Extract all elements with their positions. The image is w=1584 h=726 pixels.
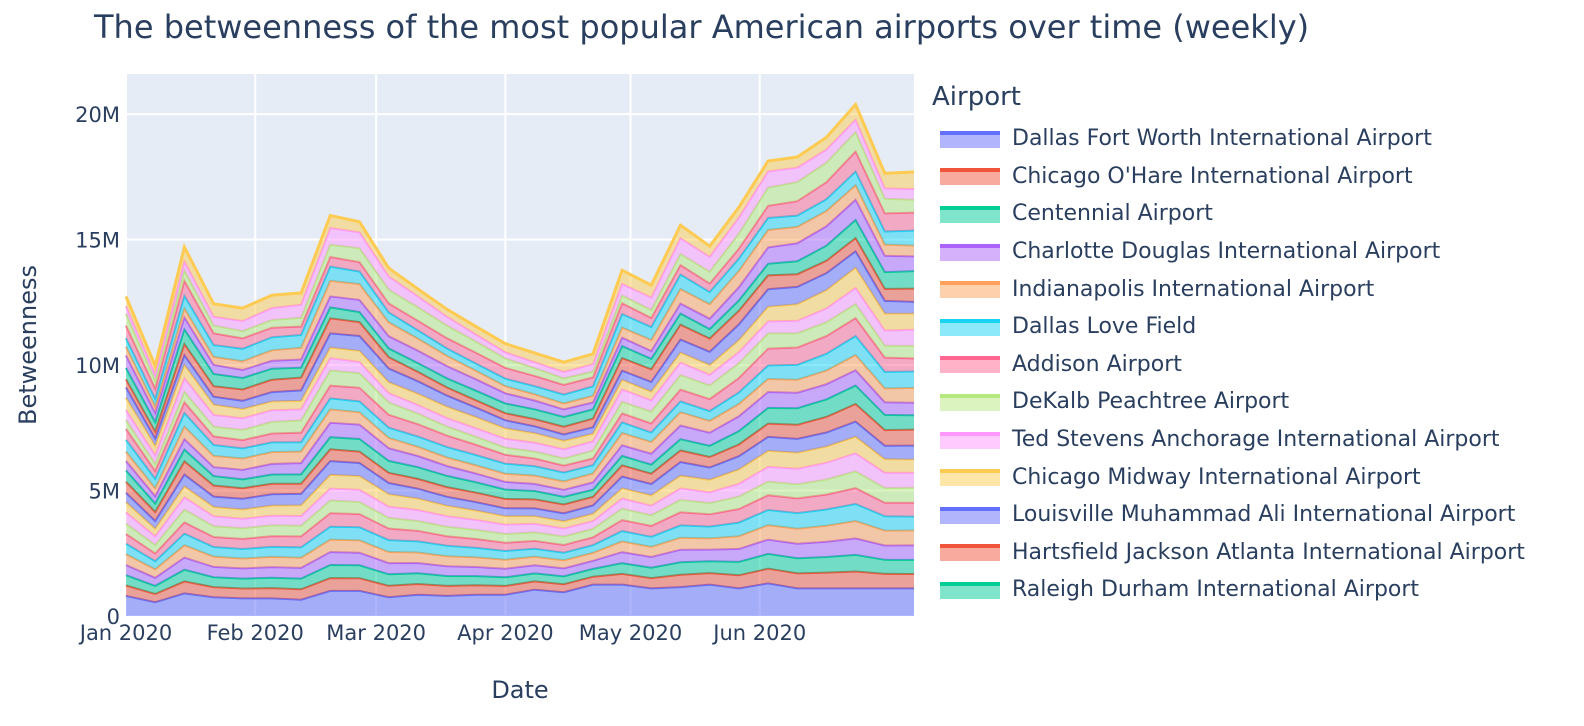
area-band-17 (126, 304, 914, 471)
legend-label: Raleigh Durham International Airport (1012, 577, 1420, 603)
y-axis-label: Betweenness (14, 265, 42, 425)
area-band-2 (126, 553, 914, 594)
x-axis-ticks: Jan 2020 Feb 2020 Mar 2020 Apr 2020 May 2020… (78, 621, 806, 645)
legend-label: Indianapolis International Airport (1012, 276, 1375, 302)
area-band-4 (126, 521, 914, 578)
legend-swatch (940, 393, 1000, 411)
area-band-23 (126, 199, 914, 423)
legend: Airport Dallas Fort Worth International … (932, 82, 1525, 609)
legend-swatch (940, 318, 1000, 336)
legend-swatch (940, 355, 1000, 374)
legend-item[interactable]: Hartsfield Jackson Atlanta International… (932, 534, 1525, 572)
area-band-26 (126, 151, 914, 399)
area-band-25 (126, 171, 914, 407)
area-band-16 (126, 318, 914, 479)
area-band-20 (126, 251, 914, 446)
legend-item[interactable]: Raleigh Durham International Airport (932, 571, 1525, 609)
y-tick-label: 5M (89, 480, 120, 504)
legend-swatch (940, 280, 1000, 299)
area-band-5 (126, 504, 914, 570)
legend-swatch (940, 431, 1000, 449)
area-band-22 (126, 220, 914, 432)
area-band-0 (126, 583, 914, 616)
legend-label: Louisville Muhammad Ali International Ai… (1012, 502, 1516, 528)
legend-label: Addison Airport (1012, 351, 1182, 377)
legend-swatch (940, 506, 1000, 524)
legend-label: Chicago Midway International Airport (1012, 464, 1421, 490)
legend-label: Chicago O'Hare International Airport (1012, 163, 1413, 189)
area-band-14 (126, 355, 914, 497)
area-band-21 (126, 238, 914, 439)
x-tick-label: Apr 2020 (457, 621, 553, 645)
chart-title: The betweenness of the most popular Amer… (94, 8, 1310, 46)
area-band-13 (126, 370, 914, 504)
legend-label: Dallas Love Field (1012, 314, 1197, 340)
legend-label: Dallas Fort Worth International Airport (1012, 126, 1432, 152)
legend-item[interactable]: Centennial Airport (932, 195, 1525, 233)
legend-swatch (940, 468, 1000, 487)
area-band-19 (126, 267, 914, 456)
legend-label: DeKalb Peachtree Airport (1012, 389, 1290, 415)
legend-swatch (940, 543, 1000, 562)
area-band-28 (126, 119, 914, 381)
y-tick-label: 20M (75, 103, 120, 127)
x-tick-label: May 2020 (579, 621, 683, 645)
legend-items: Dallas Fort Worth International Airport C… (932, 120, 1525, 609)
legend-label: Charlotte Douglas International Airport (1012, 239, 1441, 265)
legend-swatch (940, 243, 1000, 261)
area-band-15 (126, 336, 914, 489)
legend-item[interactable]: Charlotte Douglas International Airport (932, 233, 1525, 271)
area-band-18 (126, 287, 914, 465)
area-band-12 (126, 385, 914, 512)
legend-item[interactable]: Dallas Fort Worth International Airport (932, 120, 1525, 158)
legend-item[interactable]: Louisville Muhammad Ali International Ai… (932, 496, 1525, 534)
area-band-7 (126, 471, 914, 554)
legend-swatch (940, 581, 1000, 599)
area-band-29 (126, 104, 914, 375)
legend-item[interactable]: Chicago O'Hare International Airport (932, 158, 1525, 196)
area-line-29 (124, 101, 915, 371)
area-band-27 (126, 132, 914, 389)
legend-label: Ted Stevens Anchorage International Airp… (1012, 427, 1500, 453)
legend-title: Airport (932, 82, 1021, 112)
legend-item[interactable]: DeKalb Peachtree Airport (932, 383, 1525, 421)
legend-item[interactable]: Chicago Midway International Airport (932, 458, 1525, 496)
x-tick-label: Mar 2020 (326, 621, 426, 645)
y-tick-label: 10M (75, 354, 120, 378)
stacked-areas (124, 101, 915, 616)
legend-item[interactable]: Addison Airport (932, 346, 1525, 384)
legend-item[interactable]: Dallas Love Field (932, 308, 1525, 346)
legend-item[interactable]: Indianapolis International Airport (932, 270, 1525, 308)
x-tick-label: Jun 2020 (711, 621, 806, 645)
area-band-1 (126, 568, 914, 603)
legend-swatch (940, 130, 1000, 148)
y-tick-label: 0 (107, 605, 120, 629)
x-axis-label: Date (491, 676, 548, 704)
legend-swatch (940, 167, 1000, 186)
area-band-6 (126, 488, 914, 562)
legend-item[interactable]: Ted Stevens Anchorage International Airp… (932, 421, 1525, 459)
legend-label: Centennial Airport (1012, 201, 1213, 227)
x-tick-label: Feb 2020 (207, 621, 304, 645)
area-band-8 (126, 453, 914, 545)
legend-swatch (940, 205, 1000, 223)
x-tick-label: Jan 2020 (78, 621, 173, 645)
area-band-24 (126, 185, 914, 413)
y-axis-ticks: 0 5M 10M 15M 20M (75, 103, 120, 629)
area-band-11 (126, 404, 914, 521)
legend-label: Hartsfield Jackson Atlanta International… (1012, 539, 1525, 565)
area-band-10 (126, 421, 914, 529)
y-tick-label: 15M (75, 229, 120, 253)
